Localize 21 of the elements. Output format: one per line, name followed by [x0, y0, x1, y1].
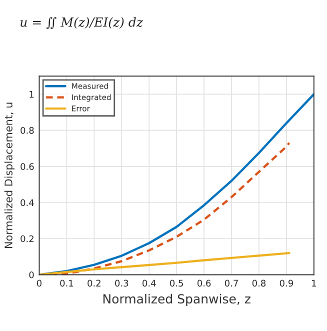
- x-tick-label: 0.3: [115, 280, 128, 287]
- y-tick-label: 0.2: [20, 235, 34, 242]
- x-tick-label: 0.1: [60, 280, 74, 287]
- y-tick-label: 1: [30, 91, 34, 98]
- line-series: [39, 252, 290, 275]
- y-tick-label: 0.8: [20, 127, 34, 134]
- x-axis-title: Normalized Spanwise, z: [103, 294, 250, 306]
- x-tick-label: 0.7: [224, 280, 238, 287]
- x-tick-label: 0.4: [142, 280, 156, 287]
- y-tick-label: 0.6: [20, 163, 34, 170]
- x-tick-label: 0.5: [170, 280, 183, 287]
- x-tick-label: 0.2: [88, 280, 100, 287]
- x-tick-label: 0: [36, 280, 42, 287]
- y-axis-title: Normalized Displacement, u: [4, 102, 14, 248]
- y-tick-label: 0.4: [20, 199, 34, 206]
- y-tick-label: 0: [29, 271, 34, 278]
- x-tick-label: 1: [312, 280, 316, 286]
- text: u = ∬ M(z)/EI(z) dz: [20, 17, 144, 29]
- x-tick-label: 0.8: [252, 280, 266, 287]
- x-tick-label: 0.9: [280, 280, 293, 287]
- x-tick-label: 0.6: [197, 280, 211, 287]
